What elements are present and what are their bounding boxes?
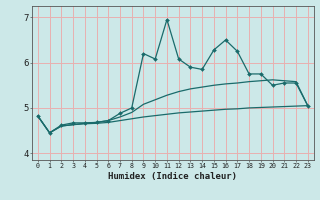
- X-axis label: Humidex (Indice chaleur): Humidex (Indice chaleur): [108, 172, 237, 181]
